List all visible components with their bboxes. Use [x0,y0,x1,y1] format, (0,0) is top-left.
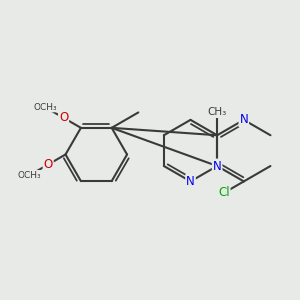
Text: OCH₃: OCH₃ [18,171,41,180]
Text: OCH₃: OCH₃ [33,103,57,112]
Text: Cl: Cl [218,186,230,200]
Text: O: O [59,111,68,124]
Text: N: N [213,160,221,172]
Text: O: O [44,158,53,171]
Text: N: N [186,175,195,188]
Text: N: N [239,113,248,126]
Text: CH₃: CH₃ [208,107,227,117]
